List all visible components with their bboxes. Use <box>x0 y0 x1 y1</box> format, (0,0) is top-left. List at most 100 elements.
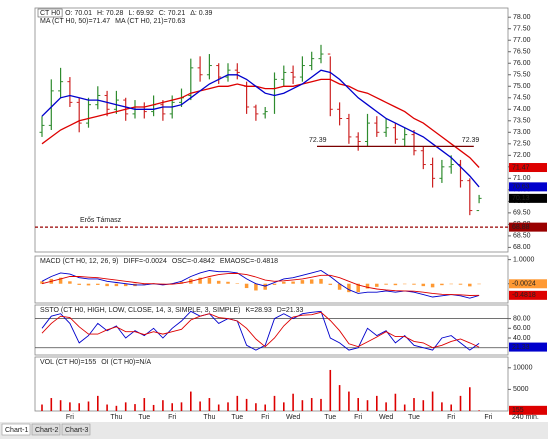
histogram-bar <box>337 283 342 290</box>
volume-bar <box>217 404 220 411</box>
price-tag-label: 70.63 <box>512 184 530 191</box>
y-tick-label: 72.00 <box>513 152 531 159</box>
y-tick-label: 68.50 <box>513 233 531 240</box>
y-tick-label: 77.00 <box>513 37 531 44</box>
tab[interactable] <box>31 423 61 436</box>
volume-bar <box>403 404 406 411</box>
symbol-box <box>37 8 63 18</box>
line-label: Erős Támasz <box>80 217 122 224</box>
y-tick-label: 77.50 <box>513 26 531 33</box>
x-tick-label: Wed <box>379 414 393 421</box>
histogram-bar <box>402 283 407 285</box>
legend-text: Δ: 0.39 <box>190 10 212 17</box>
histogram-bar <box>347 283 351 293</box>
y-tick-label: 10000 <box>513 365 533 372</box>
y-tick-label: 73.00 <box>513 129 531 136</box>
histogram-bar <box>198 277 202 284</box>
volume-bar <box>227 402 229 411</box>
volume-bar <box>41 404 43 411</box>
line-label: 72.39 <box>309 137 327 144</box>
volume-bar <box>152 404 155 411</box>
histogram-bar <box>365 283 370 289</box>
panel-frame <box>34 356 509 412</box>
line-label: 72.39 <box>462 137 480 144</box>
histogram-bar <box>384 283 388 285</box>
price-tag-label: 155 <box>512 407 524 414</box>
price-tag-label: 68.88 <box>512 224 530 231</box>
volume-bar <box>376 395 378 411</box>
histogram-bar <box>412 283 416 285</box>
histogram-bar <box>300 280 305 284</box>
volume-bar <box>236 395 239 411</box>
histogram-bar <box>319 278 323 284</box>
volume-bar <box>162 400 164 411</box>
volume-bar <box>283 402 285 411</box>
y-tick-label: 5000 <box>513 386 529 393</box>
tab-label[interactable]: Chart-2 <box>35 427 58 434</box>
histogram-bar <box>207 277 212 284</box>
histogram-bar <box>272 283 277 285</box>
price-tag-label: 71.47 <box>512 164 530 171</box>
volume-bar <box>143 398 146 411</box>
x-tick-label: Tue <box>231 414 243 421</box>
volume-bar <box>413 398 415 411</box>
volume-bar <box>431 391 434 411</box>
histogram-bar <box>40 281 44 284</box>
legend-text: H: 70.28 <box>97 10 124 17</box>
legend-text: DIFF=-0.0024 <box>123 258 166 265</box>
volume-bar <box>180 402 183 411</box>
x-tick-label: Tue <box>138 414 150 421</box>
histogram-bar <box>216 280 221 284</box>
volume-bar <box>292 393 294 411</box>
series-line <box>41 311 480 349</box>
legend-text: O: 70.01 <box>65 10 92 17</box>
histogram-bar <box>375 283 379 287</box>
y-tick-label: 76.50 <box>513 49 531 56</box>
x-tick-label: Fri <box>354 414 363 421</box>
price-tag-label: 70.13 <box>512 195 530 202</box>
y-tick-label: 74.00 <box>513 106 531 113</box>
histogram-bar <box>477 283 481 285</box>
histogram-bar <box>235 283 240 284</box>
volume-bar <box>469 387 471 411</box>
volume-bar <box>208 398 211 411</box>
price-tag-label: -0.0024 <box>512 281 536 288</box>
volume-bar <box>124 402 127 411</box>
legend-text: EMAOSC=-0.4818 <box>220 258 278 265</box>
volume-bar <box>441 402 443 411</box>
legend-text: VOL (CT H0)=155 <box>40 359 96 366</box>
volume-bar <box>87 401 90 411</box>
y-tick-label: 75.00 <box>513 83 531 90</box>
legend-text: MA (CT H0, 21)=70.63 <box>115 18 185 25</box>
price-tag <box>509 290 547 300</box>
histogram-bar <box>328 283 333 285</box>
y-tick-label: 75.50 <box>513 72 531 79</box>
tab-label[interactable]: Chart-3 <box>65 427 88 434</box>
price-tag <box>509 342 547 352</box>
x-tick-label: Thu <box>110 414 122 421</box>
volume-bar <box>97 395 99 411</box>
tab[interactable] <box>61 423 91 436</box>
price-tag <box>509 279 547 289</box>
tab-label[interactable]: Chart-1 <box>5 427 28 434</box>
price-tag <box>509 193 547 203</box>
histogram-bar <box>86 283 91 286</box>
volume-bar <box>199 401 201 411</box>
histogram-bar <box>291 281 295 284</box>
volume-bar <box>394 393 397 411</box>
histogram-bar <box>430 283 435 288</box>
x-tick-label: Thu <box>203 414 215 421</box>
price-tag <box>509 163 547 173</box>
price-tag <box>509 182 547 192</box>
y-tick-label: 60.00 <box>513 325 531 332</box>
x-tick-label: Fri <box>484 414 493 421</box>
volume-bar <box>190 391 192 411</box>
histogram-bar <box>393 283 398 286</box>
histogram-bar <box>254 283 258 291</box>
x-tick-label: Tue <box>408 414 420 421</box>
volume-bar <box>78 403 80 411</box>
volume-bar <box>422 400 425 411</box>
tab[interactable] <box>1 423 31 436</box>
legend-text: MA (CT H0, 50)=71.47 <box>40 18 110 25</box>
histogram-bar <box>68 281 72 284</box>
